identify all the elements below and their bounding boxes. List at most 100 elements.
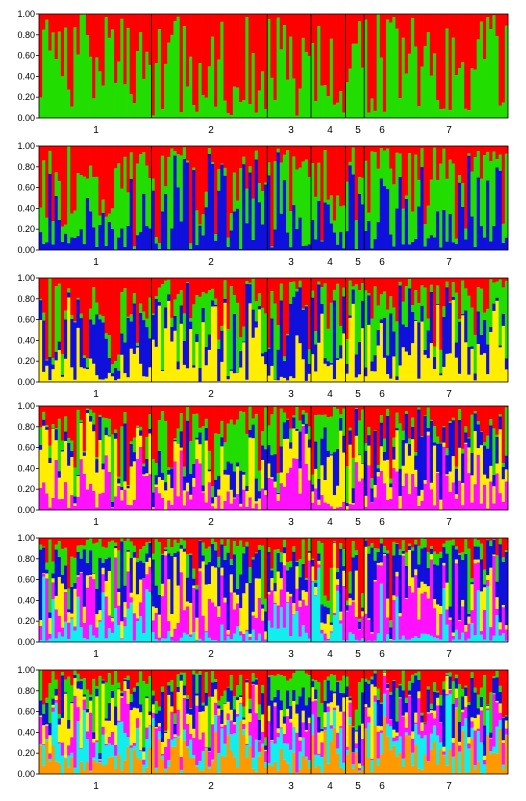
bar-segment-magenta — [423, 724, 428, 736]
bar-segment-red — [164, 278, 168, 281]
bar-segment-blue — [160, 211, 165, 250]
bar-segment-green — [176, 428, 181, 444]
bar-segment-green — [432, 53, 437, 118]
bar-segment-blue — [70, 318, 74, 368]
bar-segment-green — [232, 696, 237, 710]
bar-segment-green — [470, 672, 474, 679]
bar-segment-blue — [273, 454, 277, 482]
bar-segment-blue — [79, 229, 84, 250]
bar-segment-red — [145, 14, 149, 52]
bar-segment-yellow — [201, 711, 206, 733]
bar-segment-green — [314, 415, 318, 442]
bar-segment-blue — [464, 310, 468, 343]
bar-segment-magenta — [123, 617, 127, 627]
bar-segment-cyan — [476, 590, 481, 642]
bar-segment-cyan — [289, 749, 293, 774]
bar-segment-magenta — [135, 718, 140, 728]
bar-segment-green — [348, 696, 353, 698]
bar-segment-blue — [442, 689, 446, 747]
bar-segment-green — [320, 414, 324, 439]
bar-segment-green — [82, 545, 87, 550]
bar-segment-green — [114, 542, 118, 546]
bar-segment-red — [267, 406, 271, 426]
bar-segment-blue — [404, 702, 409, 713]
bar-segment-magenta — [342, 711, 346, 763]
bar-segment-green — [98, 414, 102, 417]
bar-segment-orange — [148, 748, 152, 774]
bar-segment-green — [457, 68, 462, 118]
bar-segment-red — [232, 14, 237, 87]
bar-segment-green — [189, 441, 193, 474]
bar-segment-blue — [370, 488, 374, 503]
bar-segment-blue — [89, 319, 93, 359]
bar-segment-red — [420, 146, 424, 149]
bar-segment-green — [151, 178, 156, 191]
bar-segment-red — [379, 278, 384, 295]
bar-segment-red — [214, 14, 218, 107]
bar-segment-magenta — [142, 759, 146, 765]
bar-segment-red — [67, 278, 71, 289]
group-label: 4 — [327, 517, 333, 528]
bar-segment-yellow — [270, 739, 274, 742]
bar-segment-blue — [245, 546, 249, 584]
bar-segment-yellow — [198, 444, 202, 464]
bar-segment-green — [157, 242, 162, 249]
bar-segment-cyan — [110, 744, 115, 757]
bar-segment-cyan — [320, 756, 324, 773]
bar-segment-orange — [54, 761, 59, 774]
bar-segment-red — [489, 146, 493, 162]
structure-panel-k2: 0.000.200.400.600.801.001 2 3 4 5 6 7 — [17, 9, 509, 136]
bar-segment-green — [351, 457, 356, 489]
bar-segment-yellow — [342, 697, 346, 712]
bar-segment-yellow — [392, 356, 396, 382]
bar-segment-blue — [210, 300, 215, 307]
bar-segment-green — [239, 674, 243, 696]
bar-segment-magenta — [367, 716, 371, 723]
bar-segment-green — [142, 463, 146, 467]
bar-segment-red — [498, 538, 503, 539]
bar-segment-blue — [392, 331, 396, 357]
bar-segment-yellow — [170, 488, 174, 505]
bar-segment-red — [367, 538, 371, 547]
bar-segment-cyan — [395, 596, 399, 642]
bar-segment-magenta — [120, 697, 124, 722]
bar-segment-green — [201, 702, 206, 706]
bar-segment-blue — [442, 316, 446, 367]
bar-segment-yellow — [67, 612, 71, 623]
bar-segment-orange — [289, 773, 293, 774]
bar-segment-blue — [332, 300, 337, 380]
bar-segment-green — [482, 442, 487, 446]
bar-segment-magenta — [448, 689, 453, 694]
bar-segment-red — [429, 670, 434, 704]
bar-segment-red — [239, 14, 243, 103]
bar-segment-yellow — [323, 712, 328, 727]
bar-segment-magenta — [207, 482, 212, 510]
bar-segment-red — [273, 14, 277, 101]
bar-segment-yellow — [267, 463, 271, 478]
bar-segment-green — [286, 418, 290, 420]
bar-segment-cyan — [289, 636, 293, 642]
bar-segment-blue — [339, 417, 343, 431]
y-tick-label: 0.00 — [17, 113, 35, 123]
bar-segment-red — [317, 538, 321, 541]
bar-segment-cyan — [295, 611, 299, 642]
bar-segment-blue — [123, 246, 127, 250]
bar-segment-yellow — [501, 604, 506, 608]
bar-segment-red — [345, 538, 349, 601]
bar-segment-green — [392, 680, 396, 681]
bar-segment-yellow — [323, 363, 328, 382]
bar-segment-green — [167, 156, 171, 250]
bar-segment-yellow — [454, 559, 459, 564]
bar-segment-yellow — [495, 463, 499, 474]
bar-segment-yellow — [107, 372, 112, 382]
bar-segment-blue — [145, 553, 149, 562]
bar-segment-red — [142, 406, 146, 464]
bar-segment-cyan — [264, 640, 268, 642]
bar-segment-orange — [254, 771, 259, 774]
bar-segment-green — [270, 414, 274, 456]
bar-segment-red — [407, 146, 412, 154]
bar-segment-green — [442, 543, 446, 548]
bar-segment-green — [173, 438, 177, 441]
bar-segment-yellow — [70, 703, 74, 738]
bar-segment-yellow — [414, 469, 418, 487]
